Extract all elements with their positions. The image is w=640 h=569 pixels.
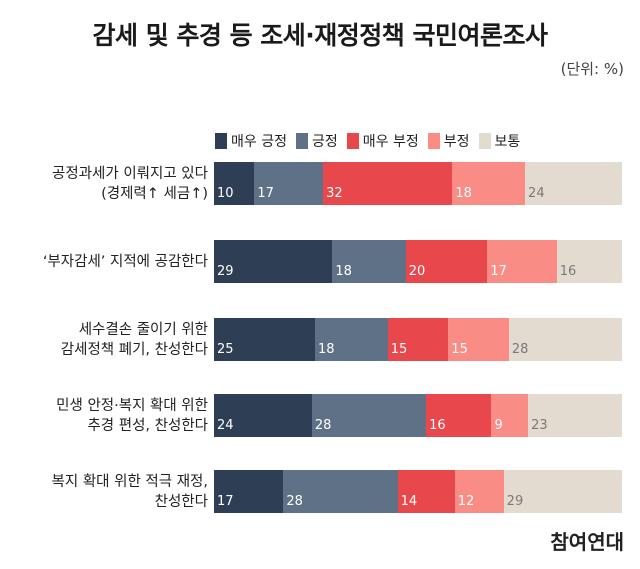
data-label: 9 [494,418,503,433]
bar-segment: 16 [556,240,622,283]
data-label: 32 [326,186,343,201]
unit-label: (단위: %) [560,60,624,78]
stacked-bar: 29 18 20 17 16 [214,240,622,283]
bar-segment: 23 [528,394,622,437]
brand-logo: 참여연대 [550,530,624,554]
data-label: 10 [217,186,234,201]
bar-segment: 29 [503,470,622,513]
data-label: 17 [217,494,234,509]
legend-swatch [215,133,227,149]
category-label: 공정과세가 이뤄지고 있다 (경제력↑ 세금↑) [6,164,208,204]
legend-swatch [295,133,308,149]
data-label: 15 [390,342,408,357]
chart-title: 감세 및 추경 등 조세·재정정책 국민여론조사 [92,21,548,50]
bar-segment: 24 [214,394,312,437]
bar-segment: 15 [387,318,449,361]
data-label: 28 [314,418,332,433]
data-label: 23 [531,418,548,433]
data-label: 14 [400,494,418,509]
data-label: 17 [490,264,507,279]
bar-segment: 14 [397,470,455,513]
legend-label: 매우 부정 [362,134,419,150]
category-label-line: 추경 편성, 찬성한다 [87,417,208,434]
legend-label: 보통 [494,134,521,150]
category-label: ‘부자감세’ 지적에 공감한다 [6,252,208,272]
bar-segment: 18 [314,318,388,361]
data-label: 15 [451,342,468,357]
data-label: 28 [286,494,303,509]
stacked-bar: 10 17 32 18 24 [214,162,622,205]
bar-segment: 28 [283,470,398,513]
data-label: 16 [429,418,446,433]
data-label: 18 [317,342,335,357]
category-label: 복지 확대 위한 적극 재정, 찬성한다 [6,472,208,512]
bar-segment: 17 [487,240,557,283]
bar-segment: 24 [525,162,622,205]
bar-segment: 12 [454,470,504,513]
legend-label: 부정 [443,134,470,150]
category-label-line: 세수결손 줄이기 위한 [78,321,208,338]
data-label: 24 [217,418,234,433]
bar-segment: 16 [426,394,492,437]
legend-item: 매우 긍정 [215,131,287,151]
bar-segment: 17 [254,162,324,205]
data-label: 17 [257,186,274,201]
bar-segment: 10 [214,162,255,205]
legend-label: 긍정 [311,134,338,150]
legend-item: 부정 [427,131,470,151]
bar-segment: 28 [508,318,622,361]
data-label: 20 [408,264,426,279]
bar-segment: 17 [214,470,284,513]
data-label: 28 [511,342,529,357]
legend-item: 매우 부정 [346,131,419,151]
category-label-line: 감세정책 폐기, 찬성한다 [60,341,208,358]
bar-segment: 18 [332,240,406,283]
data-label: 18 [335,264,352,279]
bar-segment: 29 [214,240,333,283]
category-label-line: 공정과세가 이뤄지고 있다 [52,165,208,182]
bar-segment: 28 [311,394,427,437]
data-label: 29 [506,494,524,509]
bar-segment: 20 [405,240,488,283]
category-label-line: 복지 확대 위한 적극 재정, [51,473,208,490]
legend-item: 긍정 [295,131,338,151]
category-label-line: ‘부자감세’ 지적에 공감한다 [42,253,208,270]
bar-segment: 15 [448,318,509,361]
stacked-bar: 25 18 15 15 28 [214,318,622,361]
legend-label: 매우 긍정 [231,134,287,150]
legend-swatch [346,133,359,149]
stacked-bar: 17 28 14 12 29 [214,470,622,513]
data-label: 16 [559,264,577,279]
data-label: 29 [217,264,234,279]
legend-swatch [478,133,491,149]
category-label-line: (경제력↑ 세금↑) [101,185,208,202]
data-label: 12 [457,494,475,509]
data-label: 25 [217,342,234,357]
legend: 매우 긍정 긍정 매우 부정 부정 보통 [215,131,529,151]
data-label: 18 [455,186,472,201]
bar-segment: 32 [323,162,453,205]
category-label-line: 찬성한다 [154,493,208,510]
category-label-line: 민생 안정·복지 확대 위한 [56,397,208,414]
legend-item: 보통 [478,131,521,151]
bar-segment: 9 [491,394,529,437]
bar-segment: 18 [452,162,526,205]
data-label: 24 [528,186,545,201]
stacked-bar: 24 28 16 9 23 [214,394,622,437]
legend-swatch [427,133,440,149]
bar-segment: 25 [214,318,315,361]
